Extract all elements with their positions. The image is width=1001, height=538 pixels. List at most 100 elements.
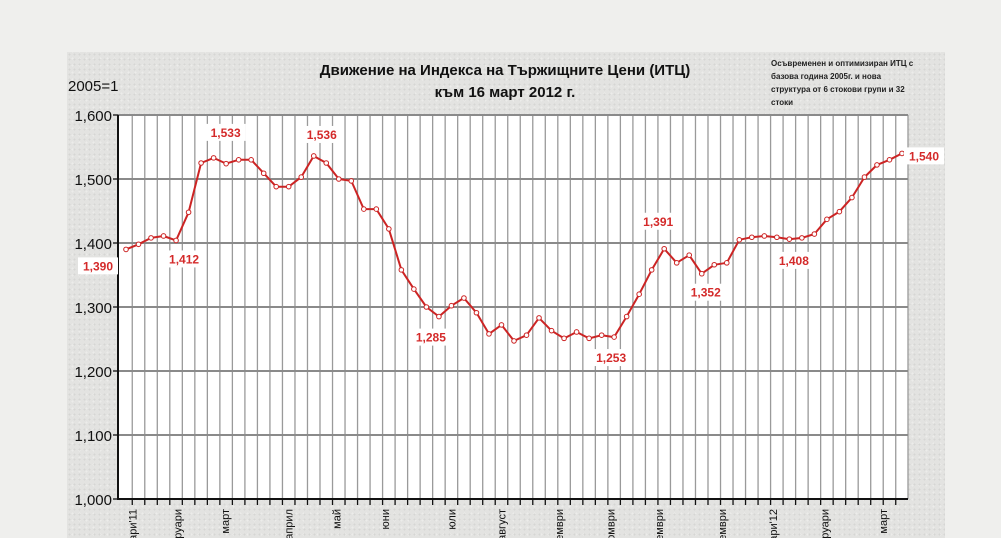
data-point	[235, 157, 242, 163]
data-point	[611, 334, 617, 340]
data-point	[686, 252, 693, 258]
data-point	[761, 233, 768, 239]
data-point	[523, 332, 530, 338]
y-tick-label: 1,400	[74, 236, 112, 253]
chart-title: Движение на Индекса на Тържищните Цени (…	[320, 62, 690, 79]
data-point	[248, 157, 254, 163]
data-point	[698, 270, 705, 277]
x-tick-label: октомври	[605, 509, 617, 538]
data-point	[361, 206, 367, 212]
data-label: 1,391	[643, 215, 673, 229]
data-point	[210, 155, 217, 161]
data-label: 1,536	[307, 128, 337, 142]
data-point	[386, 226, 392, 232]
y-tick-label: 1,500	[74, 172, 112, 189]
note-line-3: структура от 6 стокови групи и 32	[771, 85, 905, 94]
data-point	[273, 183, 279, 190]
data-point	[573, 329, 580, 335]
data-point	[348, 178, 355, 184]
data-point	[899, 150, 905, 157]
data-label: 1,285	[416, 331, 446, 345]
data-label-background	[591, 349, 632, 367]
x-tick-label: април	[284, 509, 296, 538]
data-label-background	[410, 328, 451, 346]
data-point	[148, 235, 154, 241]
data-point	[498, 322, 505, 328]
data-point	[486, 331, 492, 337]
note-line-1: Осъвременен и оптимизиран ИТЦ с	[771, 59, 914, 68]
x-tick-label: януари'12	[768, 509, 780, 538]
data-label-background	[773, 251, 814, 269]
data-label: 1,352	[691, 286, 721, 300]
x-tick-label: март	[878, 509, 890, 534]
data-label: 1,253	[596, 351, 626, 365]
data-label: 1,408	[779, 254, 809, 268]
x-tick-label: ноември	[654, 509, 666, 538]
data-point	[223, 160, 229, 167]
data-point	[861, 174, 868, 180]
data-point	[673, 260, 680, 266]
data-point	[799, 235, 805, 241]
data-point	[298, 174, 305, 180]
x-tick-label: август	[496, 509, 508, 538]
data-point	[473, 309, 480, 316]
y-tick-label: 1,000	[74, 492, 112, 509]
data-point	[723, 260, 730, 266]
data-point	[423, 304, 430, 310]
data-point	[836, 208, 843, 215]
data-point	[373, 206, 380, 212]
data-point	[749, 234, 755, 241]
data-point	[436, 313, 442, 320]
y-tick-label: 1,300	[74, 300, 112, 317]
chart-subtitle: към 16 март 2012 г.	[435, 84, 576, 101]
x-tick-label: януари'11	[127, 509, 139, 538]
data-point	[135, 241, 142, 248]
note-line-4: стоки	[771, 98, 793, 107]
x-tick-label: декември	[717, 509, 729, 538]
data-label: 1,540	[909, 149, 939, 163]
x-tick-label: март	[220, 509, 232, 534]
x-tick-label: юни	[380, 509, 392, 529]
data-point	[874, 162, 880, 168]
data-point	[123, 246, 129, 253]
data-point	[661, 245, 667, 252]
data-point	[886, 157, 893, 163]
data-point	[536, 315, 542, 321]
data-point	[185, 209, 192, 216]
data-point	[198, 160, 204, 166]
x-tick-label: февруари	[819, 509, 831, 538]
y-tick-label: 1,100	[74, 428, 112, 445]
x-tick-label: септември	[554, 509, 566, 538]
data-label-background	[685, 283, 726, 301]
data-point	[774, 234, 780, 241]
data-label-background	[301, 125, 342, 143]
data-point	[561, 335, 567, 342]
data-point	[586, 335, 592, 342]
data-point	[310, 153, 317, 159]
data-point	[335, 176, 342, 182]
data-point	[461, 295, 467, 301]
data-point	[849, 194, 855, 201]
data-label: 1,390	[83, 259, 113, 273]
x-tick-label: май	[331, 509, 343, 529]
data-point	[285, 183, 292, 190]
data-point	[623, 313, 630, 320]
data-point	[711, 261, 718, 268]
y-tick-label: 1,200	[74, 364, 112, 381]
data-point	[548, 327, 555, 334]
data-point	[786, 236, 793, 242]
data-label: 1,533	[211, 126, 241, 140]
data-point	[323, 160, 330, 166]
unit-label: 2005=1	[68, 78, 118, 95]
data-point	[448, 302, 455, 309]
data-label-background	[638, 212, 679, 230]
data-point	[260, 170, 267, 177]
x-tick-label: юли	[446, 509, 458, 530]
data-label-background	[164, 250, 205, 268]
note-line-2: базова година 2005г. и нова	[771, 72, 882, 81]
data-point	[636, 291, 642, 298]
data-point	[411, 286, 417, 292]
data-point	[173, 237, 179, 244]
data-point	[511, 338, 517, 344]
y-tick-label: 1,600	[74, 108, 112, 125]
